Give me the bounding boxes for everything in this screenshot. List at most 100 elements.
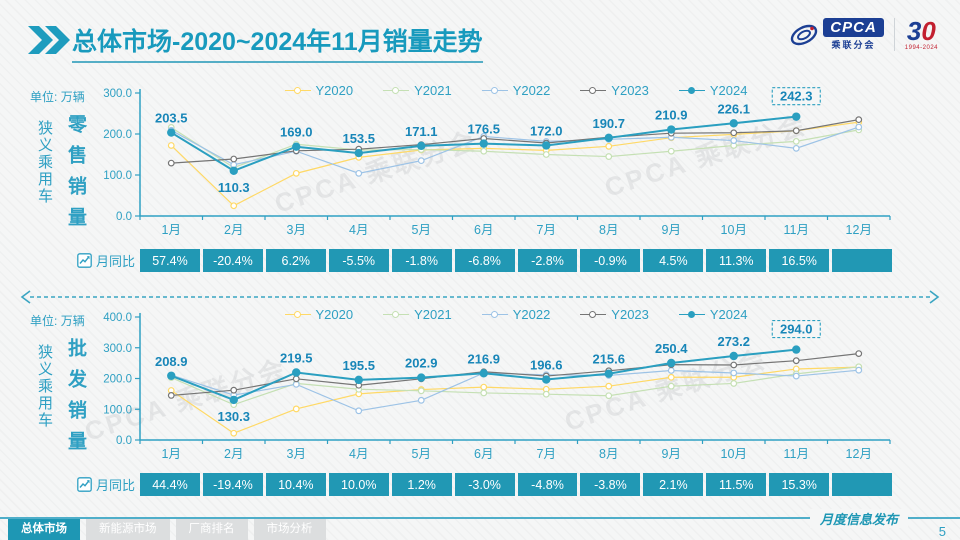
data-point-Y2022 [417, 157, 425, 165]
wholesale-chart-section: 单位: 万辆 狭义乘用车 批发销量 CPCA 乘联分会 CPCA 乘联分会 Y2… [0, 307, 960, 502]
data-label: 172.0 [530, 123, 563, 138]
data-point-Y2021 [730, 380, 738, 387]
data-point-Y2021 [605, 153, 613, 160]
x-axis-label: 1月 [162, 223, 181, 237]
data-point-Y2022 [292, 380, 300, 388]
vehicle-type-label: 狭义乘用车 [36, 344, 53, 429]
data-point-Y2022 [855, 366, 863, 374]
x-axis-label: 10月 [721, 447, 747, 461]
data-point-Y2024 [667, 125, 676, 134]
data-label: 171.1 [405, 124, 438, 139]
title-bold: 总体市场 [72, 28, 173, 56]
yoy-label: 月同比 [77, 475, 135, 494]
data-label: 195.5 [342, 358, 375, 373]
yoy-cell: -2.8% [517, 249, 578, 272]
footer-divider [0, 517, 960, 519]
data-point-Y2023 [292, 375, 300, 383]
data-label-box [771, 87, 821, 106]
data-point-Y2021 [542, 390, 550, 398]
data-point-Y2021 [605, 392, 613, 400]
data-point-Y2023 [855, 116, 863, 124]
data-point-Y2022 [792, 144, 800, 152]
data-point-Y2023 [167, 392, 175, 399]
data-point-Y2022 [730, 137, 738, 144]
y-tick-label: 0.0 [116, 435, 132, 447]
yoy-cell: 11.5% [706, 473, 767, 496]
x-axis-label: 8月 [599, 447, 618, 461]
data-point-Y2020 [667, 373, 675, 381]
x-axis-label: 8月 [599, 223, 618, 237]
data-label: 215.6 [592, 352, 625, 367]
tab-market-analysis[interactable]: 市场分析 [253, 519, 326, 540]
data-point-Y2020 [480, 383, 488, 391]
cpca-logo-text: CPCA [823, 18, 884, 37]
data-point-Y2020 [292, 405, 300, 413]
data-point-Y2021 [542, 151, 550, 158]
yoy-cell: -19.4% [202, 473, 263, 496]
yoy-cell: -20.4% [202, 249, 263, 272]
data-label: 190.7 [592, 116, 625, 131]
title-rest: -2020~2024年11月销量走势 [172, 28, 483, 56]
data-point-Y2024 [354, 148, 363, 158]
data-label: 208.9 [155, 354, 188, 369]
yoy-cell: 10.4% [265, 473, 326, 496]
cpca-logo: CPCA 乘联分会 [789, 18, 884, 51]
data-point-Y2023 [730, 361, 738, 369]
data-point-Y2021 [667, 147, 675, 155]
data-point-Y2021 [667, 382, 675, 390]
data-label: 196.6 [530, 358, 563, 373]
data-point-Y2022 [355, 407, 363, 415]
data-point-Y2024 [354, 375, 363, 385]
page-title: 总体市场-2020~2024年11月销量走势 [72, 22, 483, 63]
tab-oem-ranking[interactable]: 厂商排名 [175, 519, 248, 540]
data-point-Y2021 [792, 137, 800, 145]
x-axis-label: 7月 [537, 223, 556, 237]
yoy-cell: -6.8% [454, 249, 515, 272]
cpca-swoosh-icon [791, 24, 818, 45]
retail-line-chart: 300.0 200.0 100.0 0.0 1月 2月 3月 4月 5月 6月 7月 8月 9月 10月 1… [103, 87, 891, 237]
tab-nev-market[interactable]: 新能源市场 [86, 519, 170, 540]
x-axis-label: 5月 [412, 447, 431, 461]
yoy-cell: 4.5% [643, 249, 704, 272]
data-label: 210.9 [655, 108, 688, 123]
data-point-Y2022 [855, 123, 863, 131]
series-line-Y2021 [171, 366, 859, 406]
section-separator-arrow [20, 290, 940, 304]
data-label: 176.5 [467, 122, 500, 137]
x-axis-label: 12月 [846, 223, 872, 237]
data-label: 216.9 [467, 351, 500, 366]
wholesale-line-chart: 400.0 300.0 200.0 100.0 0.0 1月 2月 3月 4月 5月 6月 7月 8月 9… [103, 312, 891, 461]
data-point-Y2024 [292, 368, 301, 377]
retail-chart-section: 单位: 万辆 狭义乘用车 零售销量 CPCA 乘联分会 CPCA 乘联分会 Y2… [0, 83, 960, 278]
wholesale-metric-label: 批发销量 [65, 338, 86, 462]
data-point-Y2023 [792, 357, 800, 365]
data-label: 242.3 [780, 89, 813, 104]
data-point-Y2023 [230, 386, 238, 394]
x-axis-label: 4月 [349, 223, 368, 237]
data-point-Y2021 [480, 389, 488, 397]
data-point-Y2024 [292, 142, 301, 151]
tab-overall-market[interactable]: 总体市场 [8, 519, 80, 540]
yoy-cell: -3.0% [454, 473, 515, 496]
data-point-Y2022 [730, 369, 738, 377]
data-point-Y2022 [355, 169, 363, 177]
y-tick-label: 0.0 [116, 211, 132, 223]
data-point-Y2022 [417, 396, 425, 404]
data-point-Y2024 [542, 141, 551, 150]
yoy-cell: 11.3% [706, 249, 767, 272]
footer-tabs: 总体市场 新能源市场 厂商排名 市场分析 [8, 519, 326, 540]
yoy-cell: -4.8% [517, 473, 578, 496]
x-axis-label: 10月 [721, 223, 747, 237]
yoy-cell: 1.2% [391, 473, 452, 496]
x-axis-label: 6月 [474, 223, 493, 237]
data-point-Y2020 [167, 142, 175, 149]
yoy-cell: 57.4% [140, 249, 200, 272]
data-point-Y2024 [667, 358, 676, 368]
series-line-Y2023 [171, 352, 859, 397]
data-point-Y2024 [604, 369, 613, 378]
x-axis-label: 11月 [784, 447, 809, 461]
y-tick-label: 400.0 [103, 312, 132, 324]
yoy-cell [832, 473, 893, 496]
x-axis-label: 9月 [662, 223, 681, 237]
